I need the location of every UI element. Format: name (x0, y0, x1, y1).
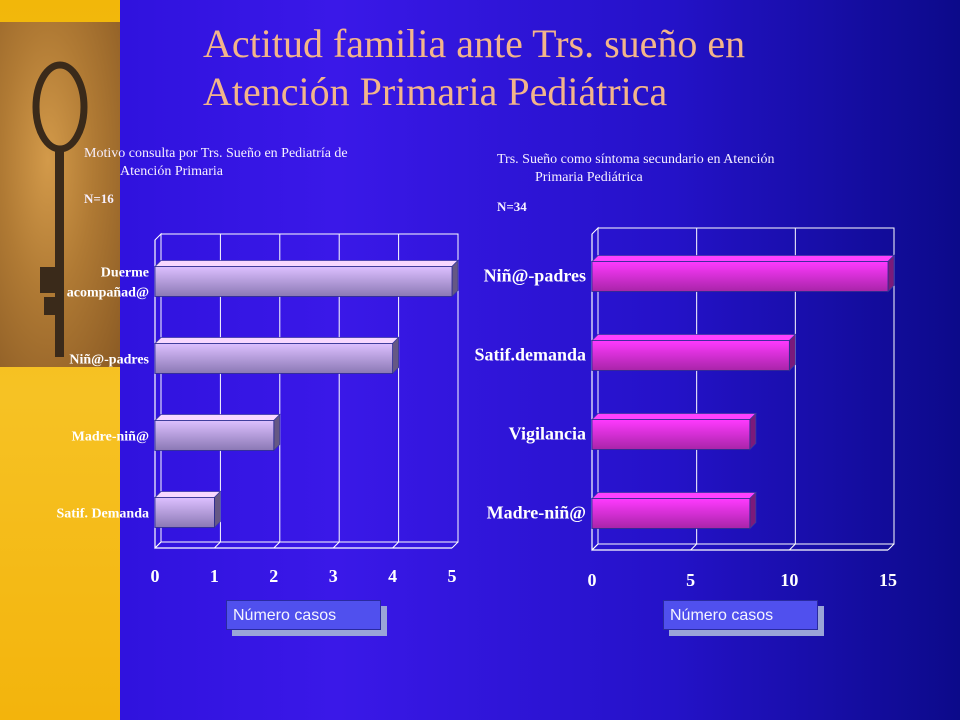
chart2-bar (591, 333, 797, 372)
chart1-gridline-floor (451, 541, 459, 549)
chart1-tick-label: 1 (210, 566, 219, 586)
chart1-gridline-floor (214, 541, 221, 549)
chart2-bar (591, 412, 757, 451)
chart1-gridline-floor (392, 541, 399, 549)
chart2-gridline-floor (788, 543, 796, 551)
chart1-bar (154, 336, 400, 375)
key-photo (0, 22, 120, 367)
chart1-title-line2: Atención Primaria (120, 164, 224, 179)
chart2-tick-label: 0 (588, 570, 597, 590)
chart2-title-line2: Primaria Pediátrica (535, 170, 643, 185)
chart1-tick-label: 0 (151, 566, 160, 586)
chart1-tick-label: 5 (448, 566, 457, 586)
chart1-tick-label: 4 (388, 566, 397, 586)
chart1-n-label: N=16 (84, 191, 114, 206)
chart1-legend: Número casos (226, 600, 381, 630)
chart2-legend: Número casos (663, 600, 818, 630)
chart2-category-label: Satif.demanda (474, 345, 586, 365)
chart1-gridline-floor (154, 541, 162, 549)
chart1-plot-frame (155, 234, 458, 548)
chart2-gridline-floor (690, 543, 698, 551)
chart2-title-line1: Trs. Sueño como síntoma secundario en At… (497, 152, 775, 167)
chart2-category-label: Madre-niñ@ (487, 503, 586, 523)
chart2-bar (591, 254, 895, 293)
chart1-tick-label: 3 (329, 566, 338, 586)
chart2-category-label: Vigilancia (509, 424, 586, 444)
chart2-side-wall (591, 226, 599, 552)
page-title: Actitud familia ante Trs. sueño en Atenc… (203, 20, 943, 116)
chart1-side-wall (154, 232, 162, 550)
page-title-line2: Atención Primaria Pediátrica (203, 69, 668, 114)
chart1-title: Motivo consulta por Trs. Sueño en Pediat… (84, 145, 464, 181)
old-key-icon (32, 61, 88, 357)
chart1-bar (154, 490, 222, 529)
chart1-bar (154, 259, 459, 298)
page-title-line1: Actitud familia ante Trs. sueño en (203, 21, 746, 66)
chart2-plot-frame (592, 228, 894, 550)
chart2-n-label: N=34 (497, 199, 527, 214)
chart2-tick-label: 15 (879, 570, 897, 590)
chart1-gridline-floor (332, 541, 340, 549)
chart2-category-label: Niñ@-padres (484, 266, 586, 286)
chart2-gridline-floor (591, 543, 599, 551)
chart2-gridline-floor (887, 543, 895, 551)
chart1-title-line1: Motivo consulta por Trs. Sueño en Pediat… (84, 146, 348, 161)
chart1-back-wall (160, 233, 459, 543)
chart1-bar (154, 413, 281, 452)
chart1-gridline-floor (273, 541, 281, 549)
chart2-back-wall (597, 227, 895, 545)
chart2-tick-label: 5 (686, 570, 695, 590)
chart1-tick-label: 2 (269, 566, 278, 586)
chart2-bar (591, 491, 757, 530)
chart2-tick-label: 10 (780, 570, 798, 590)
chart2-title: Trs. Sueño como síntoma secundario en At… (497, 151, 897, 187)
